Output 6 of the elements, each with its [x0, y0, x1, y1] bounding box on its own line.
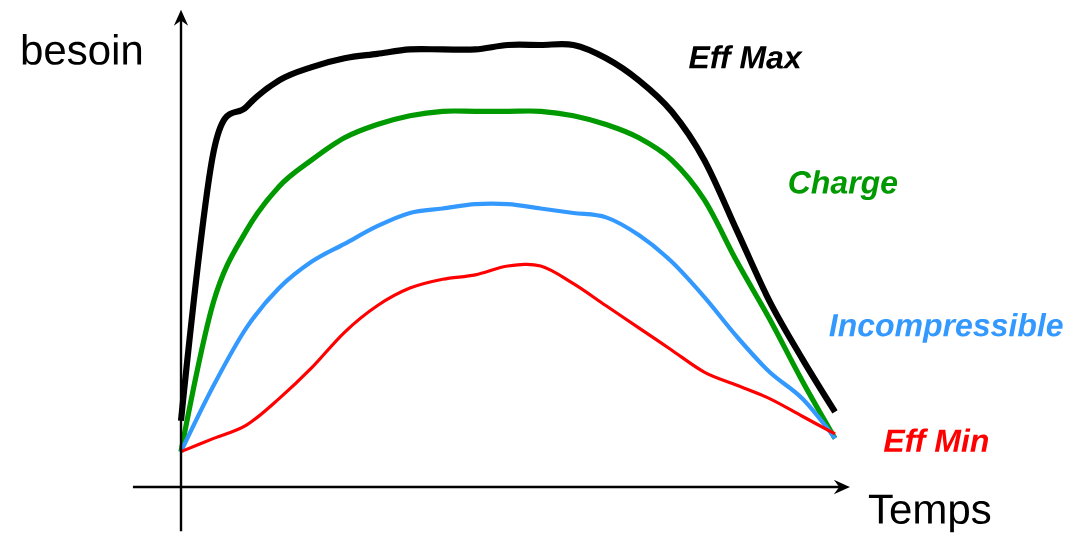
- text: Charge: [789, 170, 898, 201]
- series-label: Eff Max: [689, 45, 803, 69]
- series-label: Eff Min: [883, 428, 989, 452]
- series-label: Incompressible: [829, 312, 1063, 343]
- x-axis-title: Temps: [868, 494, 991, 533]
- y-axis-title: besoin: [22, 34, 142, 65]
